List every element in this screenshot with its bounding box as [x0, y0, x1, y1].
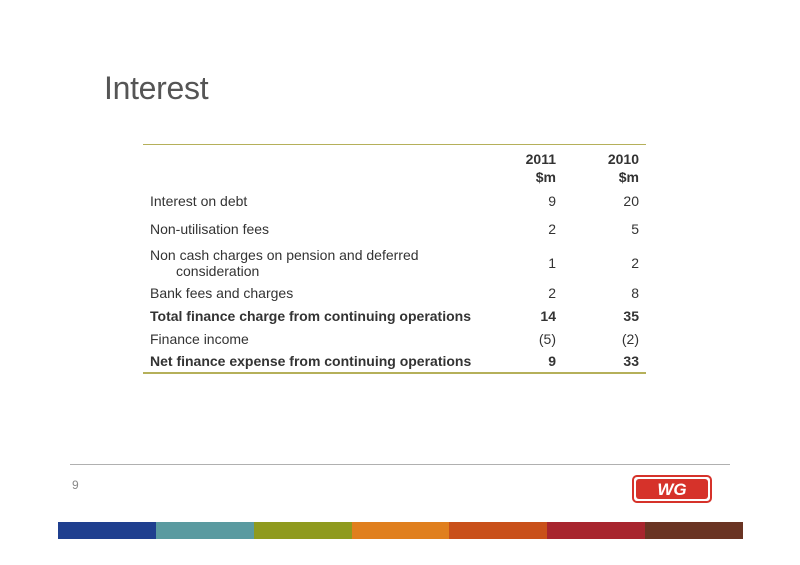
row-value-2011: 1 — [548, 255, 556, 271]
row-label-continued: consideration — [176, 263, 260, 279]
row-value-2011: 2 — [548, 285, 556, 301]
page-title: Interest — [104, 70, 209, 106]
row-value-2011: 9 — [548, 353, 556, 369]
header-2010-year: 2010 — [607, 151, 639, 167]
color-segment — [58, 522, 156, 539]
row-value-2010: 33 — [623, 353, 639, 369]
row-label: Bank fees and charges — [150, 285, 294, 301]
row-label: Finance income — [150, 331, 249, 347]
row-value-2011: 9 — [548, 193, 556, 209]
table-bottom-rule — [143, 372, 646, 374]
row-value-2010: 2 — [631, 255, 639, 271]
row-value-2010: (2) — [621, 331, 639, 347]
row-value-2011: (5) — [538, 331, 556, 347]
row-value-2010: 20 — [623, 193, 639, 209]
header-2011: 2011 $m — [526, 150, 556, 186]
header-2010: 2010 $m — [608, 150, 639, 186]
row-value-2010: 35 — [623, 308, 639, 324]
page-number: 9 — [72, 478, 79, 492]
row-label-total: Total finance charge from continuing ope… — [150, 308, 471, 324]
row-value-2011: 2 — [548, 221, 556, 237]
color-segment — [351, 522, 450, 539]
row-value-2010: 8 — [631, 285, 639, 301]
row-label-net: Net finance expense from continuing oper… — [150, 353, 472, 369]
color-segment — [449, 522, 548, 539]
logo-text: WG — [657, 480, 686, 499]
color-segment — [155, 522, 254, 539]
row-label: Non cash charges on pension and deferred — [150, 247, 419, 263]
color-segment — [253, 522, 352, 539]
row-value-2010: 5 — [631, 221, 639, 237]
color-segment — [645, 522, 744, 539]
footer-color-bar — [58, 522, 744, 539]
row-label: Interest on debt — [150, 193, 248, 209]
header-2010-unit: $m — [618, 169, 639, 185]
wg-logo: WG — [632, 475, 712, 503]
color-segment — [547, 522, 646, 539]
footer-divider — [70, 464, 730, 465]
header-2011-unit: $m — [535, 169, 556, 185]
header-2011-year: 2011 — [525, 151, 556, 167]
row-value-2011: 14 — [540, 308, 556, 324]
row-label: Non-utilisation fees — [150, 221, 270, 237]
table-top-rule — [143, 144, 646, 145]
